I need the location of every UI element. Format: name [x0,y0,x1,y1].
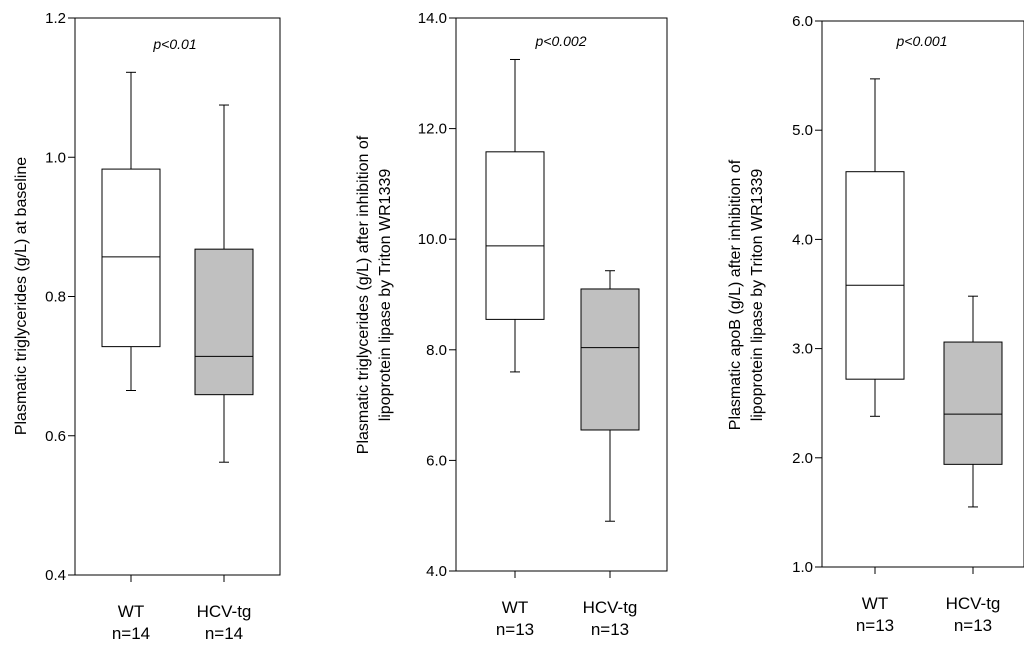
box-iqr [194,248,254,396]
y-tick-label: 12.0 [418,121,447,138]
y-tick-label: 3.0 [792,341,813,358]
y-tick-label: 5.0 [792,122,813,139]
p-value-annotation: p<0.002 [535,33,587,49]
y-axis-label: Plasmatic triglycerides (g/L) at baselin… [13,157,30,435]
y-tick-label: 6.0 [792,13,813,30]
box-iqr [101,168,161,348]
y-tick-label: 2.0 [792,450,813,467]
y-axis-label: lipoprotein lipase by Triton WR1339 [377,169,394,422]
y-axis-label: Plasmatic triglycerides (g/L) after inhi… [355,135,372,454]
y-tick-label: 1.2 [45,10,66,27]
y-tick-label: 1.0 [45,149,66,166]
y-tick-label: 14.0 [418,10,447,27]
p-value-annotation: p<0.01 [152,36,196,52]
plot-frame [821,20,1024,568]
category-label: WT [502,598,528,617]
y-tick-label: 4.0 [426,563,447,580]
y-tick-label: 0.6 [45,428,66,445]
category-label: HCV-tg [583,598,638,617]
category-n-label: n=14 [112,624,150,643]
box-iqr [485,151,545,320]
box-iqr [580,288,640,431]
category-n-label: n=13 [954,616,992,635]
y-tick-label: 0.4 [45,567,66,584]
y-tick-label: 1.0 [792,559,813,576]
y-tick-label: 10.0 [418,231,447,248]
box-iqr [943,341,1003,465]
category-n-label: n=13 [856,616,894,635]
category-label: HCV-tg [946,594,1001,613]
y-tick-label: 0.8 [45,289,66,306]
y-axis-label: Plasmatic apoB (g/L) after inhibition of [727,159,744,430]
y-tick-label: 6.0 [426,452,447,469]
y-tick-label: 8.0 [426,342,447,359]
category-n-label: n=13 [591,620,629,639]
category-label: WT [862,594,888,613]
box-iqr [845,171,905,380]
category-label: WT [118,602,144,621]
y-axis-label: lipoprotein lipase by Triton WR1339 [749,169,766,422]
category-n-label: n=13 [496,620,534,639]
y-tick-label: 4.0 [792,231,813,248]
category-label: HCV-tg [197,602,252,621]
p-value-annotation: p<0.001 [896,33,948,49]
category-n-label: n=14 [205,624,243,643]
plot-frame [455,17,668,572]
